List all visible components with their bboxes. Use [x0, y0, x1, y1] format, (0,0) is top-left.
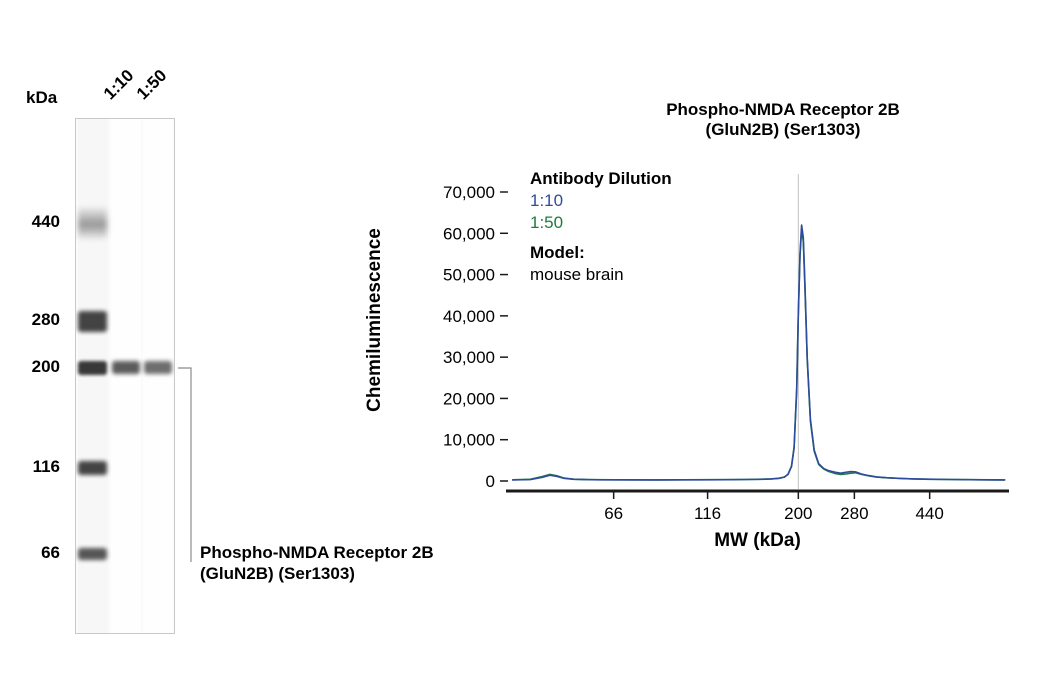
mw-marker-label-66: 66 — [41, 543, 60, 562]
y-tick-label-10000: 10,000 — [443, 431, 495, 450]
marker-band-66 — [78, 548, 107, 560]
target-bracket-line — [178, 367, 192, 562]
y-tick-label-30000: 30,000 — [443, 348, 495, 367]
y-tick-label-60000: 60,000 — [443, 224, 495, 243]
lane-label-1-10: 1:10 — [99, 65, 138, 104]
mw-marker-label-200: 200 — [31, 357, 60, 376]
chart-title: Phospho-NMDA Receptor 2B (GluN2B) (Ser13… — [558, 100, 1008, 140]
mw-marker-label-280: 280 — [31, 310, 60, 329]
legend-model-value: mouse brain — [530, 265, 624, 284]
mw-marker-label-440: 440 — [31, 212, 60, 231]
marker-band-116 — [78, 461, 107, 475]
marker-band-440 — [78, 207, 107, 239]
blot-membrane — [75, 118, 175, 634]
marker-band-200 — [78, 361, 107, 375]
x-tick-label-280: 280 — [840, 504, 868, 523]
trace-1:10 — [511, 224, 1006, 481]
chart-plot: 66 116 200 280 440 0 10,000 20,000 30,000 40,000 5… — [443, 174, 1009, 523]
lane-label-1-50: 1:50 — [132, 65, 171, 104]
mw-marker-label-116: 116 — [32, 457, 60, 476]
sample-band-lane-2 — [144, 360, 172, 374]
chart-title-line2: (GluN2B) (Ser1303) — [705, 120, 861, 139]
target-bracket — [178, 367, 192, 562]
marker-band-280 — [78, 310, 107, 332]
sample-band-lane-1 — [112, 360, 140, 374]
x-tick-label-66: 66 — [604, 504, 623, 523]
sample-lane-1 — [111, 119, 141, 633]
legend-entry-1-50: 1:50 — [530, 213, 564, 232]
legend-entry-1-10: 1:10 — [530, 191, 564, 210]
marker-lane — [78, 119, 108, 633]
legend-model-label: Model: — [530, 243, 585, 262]
kda-unit-label: kDa — [26, 88, 58, 107]
y-tick-label-0: 0 — [486, 472, 495, 491]
y-tick-label-50000: 50,000 — [443, 266, 495, 285]
y-tick-label-40000: 40,000 — [443, 307, 495, 326]
y-tick-label-70000: 70,000 — [443, 183, 495, 202]
chart-legend: Antibody Dilution 1:10 1:50 Model: mouse… — [530, 168, 672, 286]
blot-target-label: Phospho-NMDA Receptor 2B (GluN2B) (Ser13… — [200, 542, 434, 584]
blot-target-label-line1: Phospho-NMDA Receptor 2B — [200, 543, 434, 562]
x-tick-label-116: 116 — [694, 504, 721, 523]
y-axis-label: Chemiluminescence — [364, 228, 385, 412]
sample-lane-2 — [143, 119, 173, 633]
blot-target-label-line2: (GluN2B) (Ser1303) — [200, 564, 355, 583]
x-tick-label-440: 440 — [915, 504, 943, 523]
y-tick-label-20000: 20,000 — [443, 389, 495, 408]
chart-title-line1: Phospho-NMDA Receptor 2B — [666, 100, 900, 119]
x-axis-label: MW (kDa) — [714, 530, 801, 551]
x-tick-label-200: 200 — [784, 504, 812, 523]
legend-title: Antibody Dilution — [530, 169, 672, 188]
